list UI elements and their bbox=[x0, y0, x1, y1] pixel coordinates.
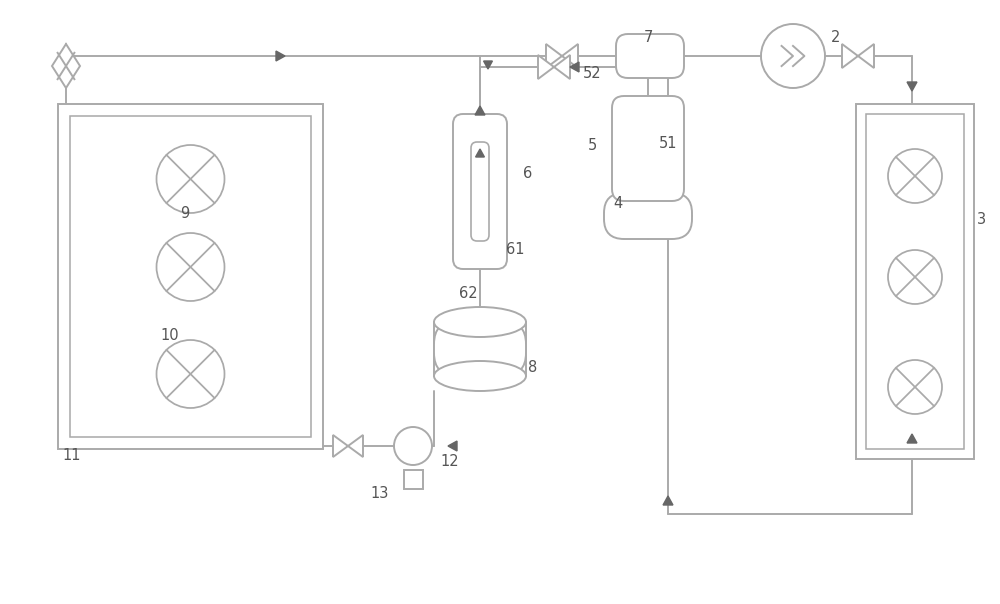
Polygon shape bbox=[475, 106, 485, 115]
Polygon shape bbox=[333, 435, 363, 457]
Circle shape bbox=[888, 149, 942, 203]
Ellipse shape bbox=[434, 361, 526, 391]
Polygon shape bbox=[546, 44, 578, 68]
Polygon shape bbox=[276, 51, 285, 61]
Text: 4: 4 bbox=[613, 196, 623, 211]
Text: 7: 7 bbox=[643, 30, 653, 45]
Polygon shape bbox=[476, 149, 484, 157]
FancyBboxPatch shape bbox=[616, 34, 684, 78]
Bar bbox=[404, 470, 423, 489]
Bar bbox=[866, 114, 964, 449]
Circle shape bbox=[156, 233, 224, 301]
Circle shape bbox=[156, 145, 224, 213]
FancyBboxPatch shape bbox=[604, 193, 692, 239]
Bar bbox=[58, 104, 323, 449]
Text: 11: 11 bbox=[63, 449, 81, 463]
Ellipse shape bbox=[434, 307, 526, 337]
FancyBboxPatch shape bbox=[453, 114, 507, 269]
Text: 2: 2 bbox=[831, 30, 841, 45]
Circle shape bbox=[394, 427, 432, 465]
Polygon shape bbox=[907, 434, 917, 443]
Text: 62: 62 bbox=[459, 286, 477, 301]
Text: 3: 3 bbox=[977, 211, 987, 226]
Bar bbox=[856, 104, 974, 459]
Text: 5: 5 bbox=[587, 138, 597, 153]
Circle shape bbox=[888, 250, 942, 304]
Text: 12: 12 bbox=[441, 454, 459, 469]
Polygon shape bbox=[52, 44, 80, 88]
Bar bbox=[70, 116, 311, 437]
Circle shape bbox=[156, 340, 224, 408]
Polygon shape bbox=[484, 61, 492, 69]
Text: 13: 13 bbox=[371, 486, 389, 501]
FancyBboxPatch shape bbox=[471, 142, 489, 241]
FancyBboxPatch shape bbox=[434, 321, 526, 376]
Polygon shape bbox=[538, 55, 570, 79]
Text: 6: 6 bbox=[523, 167, 533, 181]
Polygon shape bbox=[907, 82, 917, 91]
Circle shape bbox=[888, 360, 942, 414]
FancyBboxPatch shape bbox=[612, 96, 684, 201]
Text: 61: 61 bbox=[506, 242, 524, 257]
Polygon shape bbox=[570, 62, 579, 72]
Text: 8: 8 bbox=[528, 359, 538, 374]
Text: 10: 10 bbox=[161, 329, 179, 344]
Text: 52: 52 bbox=[583, 66, 601, 82]
Circle shape bbox=[761, 24, 825, 88]
Text: 9: 9 bbox=[180, 207, 190, 222]
Polygon shape bbox=[663, 496, 673, 505]
Polygon shape bbox=[842, 44, 874, 68]
Text: 51: 51 bbox=[659, 137, 677, 152]
Polygon shape bbox=[448, 441, 457, 451]
